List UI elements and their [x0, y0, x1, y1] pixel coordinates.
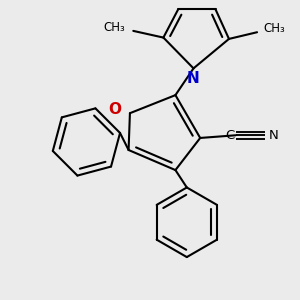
Text: CH₃: CH₃ — [264, 22, 286, 35]
Text: C: C — [225, 129, 234, 142]
Text: N: N — [187, 71, 200, 86]
Text: CH₃: CH₃ — [103, 21, 125, 34]
Text: O: O — [109, 102, 122, 117]
Text: N: N — [268, 129, 278, 142]
